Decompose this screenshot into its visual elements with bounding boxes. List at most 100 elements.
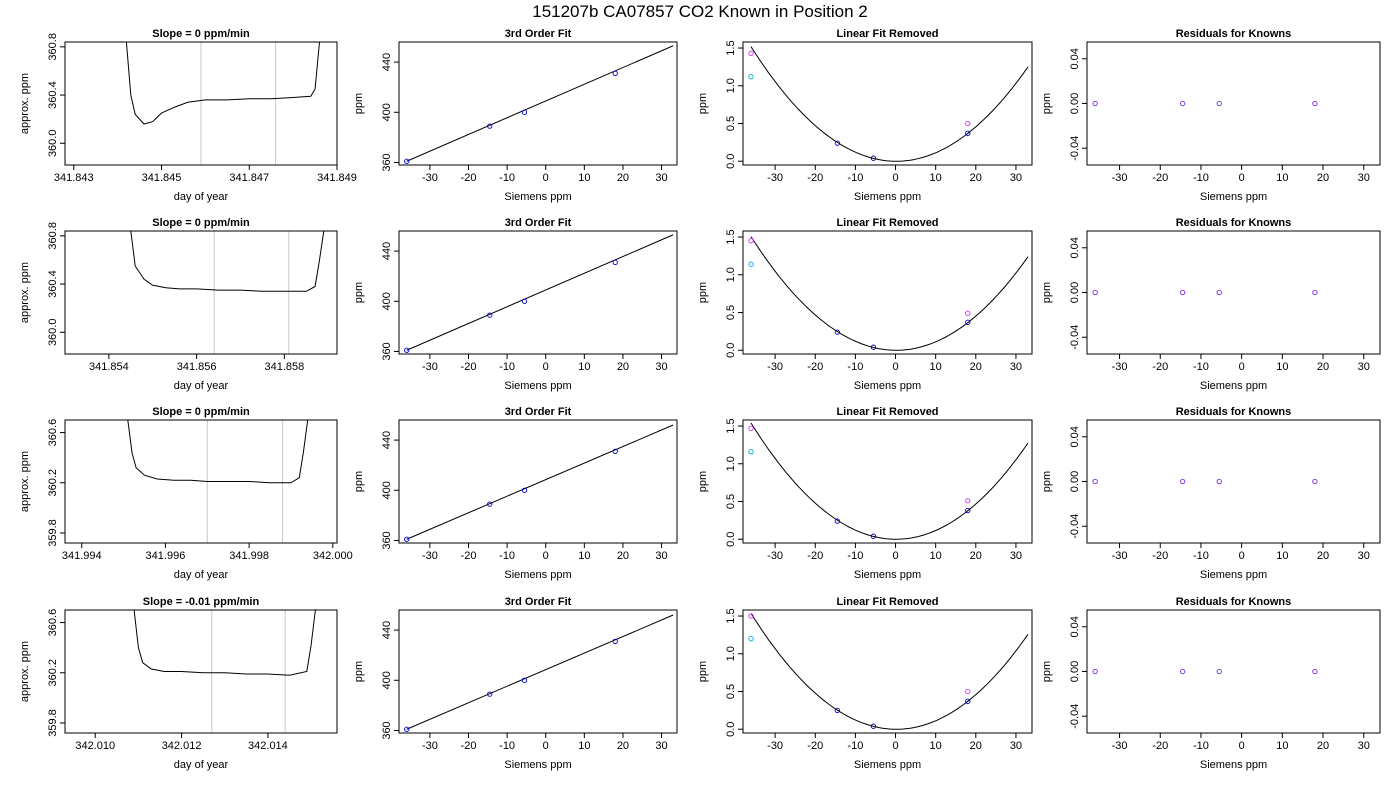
y-tick-label: 0.0 [725, 532, 737, 547]
panel-title: Slope = 0 ppm/min [152, 217, 250, 229]
x-tick-label: 30 [1358, 740, 1370, 752]
y-tick-label: 1.0 [725, 78, 737, 93]
y-tick-label: 0.0 [725, 343, 737, 358]
y-axis-label: ppm [697, 661, 709, 682]
ppm-trace-line [127, 420, 309, 484]
y-tick-label: -0.04 [1069, 514, 1081, 539]
x-tick-label: -10 [499, 740, 515, 752]
x-tick-label: 20 [617, 172, 629, 184]
x-tick-label: -30 [422, 172, 438, 184]
y-axis-label: ppm [1041, 661, 1053, 682]
x-tick-label: -10 [1193, 740, 1209, 752]
ppm-trace-line [130, 231, 325, 292]
y-tick-label: 0.00 [1069, 471, 1081, 492]
x-tick-label: -30 [422, 550, 438, 562]
panel-title: Residuals for Knowns [1176, 28, 1292, 40]
x-tick-label: -20 [1152, 740, 1168, 752]
y-axis-label: approx. ppm [19, 451, 31, 512]
x-tick-label: 341.845 [142, 172, 182, 184]
x-tick-label: 0 [543, 740, 549, 752]
x-axis-label: Siemens ppm [504, 380, 571, 392]
data-point [748, 261, 754, 267]
y-tick-label: 360.8 [47, 222, 59, 250]
x-tick-label: -10 [847, 172, 863, 184]
data-point [404, 536, 410, 542]
y-tick-label: 1.0 [725, 267, 737, 282]
data-point [487, 691, 493, 697]
x-axis-label: Siemens ppm [1200, 569, 1267, 581]
x-tick-label: 20 [970, 740, 982, 752]
data-point [1312, 100, 1318, 107]
x-tick-label: 0 [543, 172, 549, 184]
plot-area [748, 613, 1029, 730]
panel-title: Slope = -0.01 ppm/min [143, 596, 260, 608]
data-point [612, 259, 618, 266]
x-tick-label: 30 [1010, 172, 1022, 184]
y-tick-label: 0.5 [725, 116, 737, 131]
x-tick-label: 341.854 [89, 361, 129, 373]
x-tick-label: -10 [847, 740, 863, 752]
data-point [1312, 478, 1318, 485]
plot-area [133, 610, 316, 733]
plot-area [748, 46, 1029, 162]
x-tick-label: 341.847 [229, 172, 269, 184]
y-axis-label: ppm [697, 471, 709, 492]
x-tick-label: 10 [578, 172, 590, 184]
y-tick-label: 0.04 [1069, 237, 1081, 258]
data-point [612, 70, 618, 77]
x-tick-label: -20 [807, 740, 823, 752]
y-tick-label: -0.04 [1069, 136, 1081, 161]
data-point [612, 448, 618, 455]
y-tick-label: 0.04 [1069, 48, 1081, 69]
x-axis-label: Siemens ppm [854, 191, 921, 203]
data-point [748, 74, 754, 80]
panels: Slope = 0 ppm/min 341.843 341.845 341.847 34… [19, 28, 1381, 771]
x-tick-label: -10 [1193, 172, 1209, 184]
fit-line [406, 45, 674, 162]
data-point [870, 344, 877, 350]
x-tick-label: 20 [617, 361, 629, 373]
x-tick-label: 10 [930, 550, 942, 562]
plot-frame [1086, 419, 1381, 544]
plot-area [404, 424, 674, 542]
y-tick-label: 360 [381, 153, 393, 171]
panel-title: Residuals for Knowns [1176, 596, 1292, 608]
x-tick-label: 0 [892, 740, 898, 752]
x-tick-label: 10 [930, 361, 942, 373]
y-axis-label: ppm [697, 282, 709, 303]
plot-area [125, 42, 320, 165]
y-tick-label: 0.04 [1069, 616, 1081, 637]
data-point [487, 123, 493, 129]
y-tick-label: 1.5 [725, 229, 737, 244]
chart-panel-3: Linear Fit Removed -30 -20 -10 0 10 20 30 0.0 0.5… [697, 28, 1033, 203]
chart-panel-15: Linear Fit Removed -30 -20 -10 0 10 20 30 0.0 0.5… [697, 596, 1033, 771]
fit-curve [750, 236, 1029, 351]
y-tick-label: -0.04 [1069, 325, 1081, 350]
y-axis-label: ppm [353, 471, 365, 492]
data-point [748, 425, 754, 431]
data-point [965, 130, 971, 136]
plot-area [1092, 478, 1318, 485]
x-axis-label: day of year [174, 759, 229, 771]
y-tick-label: 0.5 [725, 305, 737, 320]
x-tick-label: -20 [1152, 550, 1168, 562]
x-tick-label: 30 [655, 361, 667, 373]
panel-title: 3rd Order Fit [505, 406, 572, 418]
x-tick-label: -20 [807, 172, 823, 184]
chart-panel-4: Residuals for Knowns -30 -20 -10 0 10 20 30 -0.0… [1041, 28, 1381, 203]
panel-title: 3rd Order Fit [505, 217, 572, 229]
x-tick-label: 20 [1317, 740, 1329, 752]
plot-frame [742, 41, 1033, 166]
x-axis-label: Siemens ppm [504, 569, 571, 581]
y-tick-label: 360.6 [47, 419, 59, 447]
x-tick-label: -10 [499, 172, 515, 184]
data-point [1179, 668, 1186, 675]
y-tick-label: 0.5 [725, 684, 737, 699]
x-tick-label: -20 [807, 550, 823, 562]
chart-panel-10: 3rd Order Fit -30 -20 -10 0 10 20 30 360 400 440 Si… [353, 406, 678, 581]
y-tick-label: 0.00 [1069, 282, 1081, 303]
data-point [748, 636, 754, 642]
y-tick-label: 360.2 [47, 659, 59, 687]
x-tick-label: 10 [578, 740, 590, 752]
